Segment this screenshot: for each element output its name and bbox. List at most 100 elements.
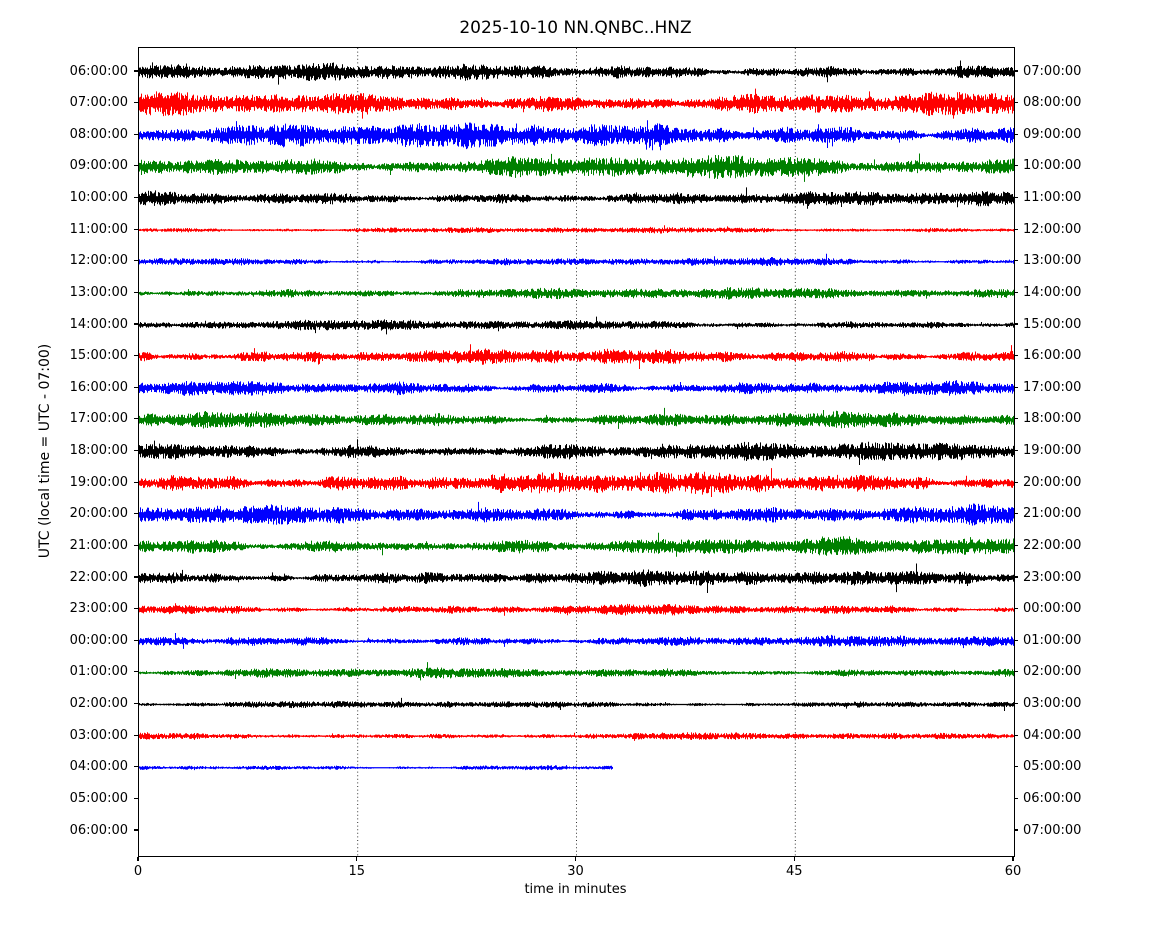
y-tick-label-right: 02:00:00 — [1023, 664, 1082, 680]
x-tick — [793, 857, 795, 861]
y-tick-label-left: 18:00:00 — [69, 443, 128, 458]
y-tick-right — [1014, 102, 1018, 104]
y-tick-right — [1014, 513, 1018, 515]
y-tick-left — [134, 639, 138, 641]
y-tick-left — [134, 102, 138, 104]
y-tick-label-left: 17:00:00 — [69, 411, 128, 427]
y-tick-label-left: 14:00:00 — [69, 316, 128, 332]
plot-area — [138, 47, 1015, 857]
y-tick-label-right: 01:00:00 — [1023, 632, 1082, 648]
y-tick-left — [134, 513, 138, 515]
y-tick-label-right: 20:00:00 — [1023, 474, 1082, 490]
y-tick-left — [134, 165, 138, 167]
y-tick-label-left: 07:00:00 — [69, 95, 128, 111]
y-tick-label-left: 08:00:00 — [69, 126, 128, 142]
y-tick-right — [1014, 608, 1018, 610]
y-tick-label-right: 22:00:00 — [1023, 537, 1082, 553]
y-tick-left — [134, 355, 138, 357]
y-tick-label-right: 13:00:00 — [1023, 253, 1082, 269]
y-tick-right — [1014, 386, 1018, 388]
y-tick-left — [134, 702, 138, 705]
y-tick-label-right: 12:00:00 — [1023, 221, 1082, 237]
y-tick-left — [134, 323, 138, 325]
y-tick-right — [1014, 449, 1018, 452]
y-tick-right — [1014, 829, 1018, 831]
chart-title: 2025-10-10 NN.QNBC..HNZ — [459, 18, 692, 38]
y-tick-left — [134, 196, 138, 199]
y-tick-right — [1014, 133, 1018, 135]
y-tick-label-left: 06:00:00 — [69, 822, 128, 838]
y-tick-right — [1014, 702, 1018, 705]
y-tick-label-left: 00:00:00 — [69, 632, 128, 648]
y-tick-left — [134, 133, 138, 135]
y-tick-label-right: 04:00:00 — [1023, 727, 1082, 743]
y-tick-right — [1014, 481, 1018, 483]
y-tick-left — [134, 797, 138, 799]
y-tick-right — [1014, 576, 1018, 578]
y-tick-right — [1014, 544, 1018, 546]
y-tick-label-left: 09:00:00 — [69, 158, 128, 174]
y-tick-label-right: 23:00:00 — [1023, 569, 1082, 585]
x-tick-label: 15 — [348, 864, 366, 879]
y-tick-label-left: 11:00:00 — [69, 221, 128, 237]
y-tick-label-right: 05:00:00 — [1023, 759, 1082, 775]
y-tick-left — [134, 418, 138, 420]
x-tick — [356, 857, 358, 861]
seismogram-canvas — [139, 48, 1014, 856]
y-tick-label-left: 15:00:00 — [69, 348, 128, 364]
y-tick-label-left: 13:00:00 — [69, 284, 128, 300]
y-tick-right — [1014, 639, 1018, 641]
y-tick-label-left: 21:00:00 — [69, 537, 128, 553]
y-tick-label-left: 05:00:00 — [69, 790, 128, 806]
y-tick-label-right: 16:00:00 — [1023, 348, 1082, 364]
y-tick-label-right: 07:00:00 — [1023, 63, 1082, 79]
y-tick-label-left: 03:00:00 — [69, 727, 128, 743]
y-tick-label-left: 10:00:00 — [69, 190, 128, 205]
y-tick-label-left: 04:00:00 — [69, 759, 128, 775]
y-tick-label-left: 02:00:00 — [69, 696, 128, 711]
y-tick-label-left: 01:00:00 — [69, 664, 128, 680]
y-tick-label-left: 19:00:00 — [69, 474, 128, 490]
y-tick-right — [1014, 196, 1018, 199]
y-tick-left — [134, 70, 138, 72]
y-tick-left — [134, 260, 138, 262]
y-tick-right — [1014, 165, 1018, 167]
y-tick-label-left: 23:00:00 — [69, 601, 128, 617]
y-tick-label-left: 22:00:00 — [69, 569, 128, 585]
y-tick-right — [1014, 260, 1018, 262]
y-tick-left — [134, 291, 138, 293]
x-axis-label: time in minutes — [524, 882, 627, 897]
y-tick-label-right: 19:00:00 — [1023, 443, 1082, 458]
y-tick-right — [1014, 418, 1018, 420]
y-tick-label-right: 08:00:00 — [1023, 95, 1082, 111]
y-tick-label-left: 12:00:00 — [69, 253, 128, 269]
y-tick-label-right: 10:00:00 — [1023, 158, 1082, 174]
y-tick-label-right: 07:00:00 — [1023, 822, 1082, 838]
y-tick-left — [134, 481, 138, 483]
y-tick-right — [1014, 734, 1018, 736]
y-tick-label-right: 06:00:00 — [1023, 790, 1082, 806]
y-tick-left — [134, 576, 138, 578]
y-tick-right — [1014, 228, 1018, 230]
y-tick-label-right: 17:00:00 — [1023, 379, 1082, 395]
y-tick-right — [1014, 766, 1018, 768]
x-tick — [1012, 857, 1014, 861]
y-tick-right — [1014, 291, 1018, 293]
y-tick-right — [1014, 797, 1018, 799]
y-tick-left — [134, 544, 138, 546]
y-tick-label-left: 16:00:00 — [69, 379, 128, 395]
y-tick-label-right: 00:00:00 — [1023, 601, 1082, 617]
y-tick-right — [1014, 323, 1018, 325]
y-tick-right — [1014, 70, 1018, 72]
y-tick-right — [1014, 671, 1018, 673]
y-tick-left — [134, 608, 138, 610]
y-tick-label-right: 09:00:00 — [1023, 126, 1082, 142]
y-tick-left — [134, 766, 138, 768]
y-tick-left — [134, 449, 138, 452]
x-tick — [137, 857, 139, 861]
y-tick-left — [134, 829, 138, 831]
y-tick-label-left: 06:00:00 — [69, 63, 128, 79]
x-tick-label: 30 — [567, 864, 584, 879]
y-tick-label-right: 15:00:00 — [1023, 316, 1082, 332]
